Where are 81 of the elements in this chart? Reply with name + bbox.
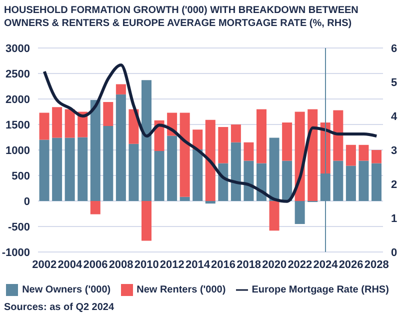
bar bbox=[52, 138, 62, 201]
bar bbox=[116, 94, 126, 201]
bar bbox=[90, 100, 100, 201]
bar bbox=[256, 109, 266, 164]
bar bbox=[192, 149, 203, 201]
bar bbox=[230, 142, 241, 201]
bar bbox=[192, 130, 203, 150]
y2-tick-label: 3 bbox=[391, 144, 398, 157]
y2-tick-label: 0 bbox=[391, 246, 398, 259]
bar bbox=[128, 144, 139, 201]
x-tick-label: 2020 bbox=[262, 258, 287, 271]
x-tick-label: 2024 bbox=[313, 258, 339, 271]
bar bbox=[64, 138, 75, 201]
x-tick-label: 2002 bbox=[32, 258, 57, 271]
x-tick-label: 2004 bbox=[58, 258, 84, 271]
bar bbox=[116, 84, 126, 94]
y-tick-label: -1000 bbox=[2, 246, 30, 259]
y-tick-label: 1500 bbox=[6, 119, 30, 132]
y-tick-label: 500 bbox=[12, 170, 30, 182]
bar bbox=[180, 196, 190, 201]
y-tick-label: 2500 bbox=[6, 68, 30, 80]
bar bbox=[372, 150, 382, 164]
y2-tick-label: 2 bbox=[391, 178, 398, 191]
bar bbox=[78, 137, 88, 201]
bar bbox=[244, 160, 254, 201]
bar bbox=[154, 151, 164, 201]
bar bbox=[358, 144, 369, 161]
bar bbox=[282, 160, 292, 201]
legend-label: Europe Mortgage Rate (RHS) bbox=[252, 284, 389, 296]
y2-tick-label: 1 bbox=[391, 212, 398, 225]
bar bbox=[90, 201, 100, 214]
bar bbox=[64, 109, 75, 138]
source-note: Sources: as of Q2 2024 bbox=[4, 302, 114, 313]
bar bbox=[333, 160, 344, 201]
bar bbox=[333, 110, 344, 161]
bar bbox=[282, 122, 292, 161]
x-tick-label: 2010 bbox=[134, 258, 159, 271]
bar bbox=[244, 142, 254, 161]
bar bbox=[39, 112, 50, 140]
x-tick-label: 2028 bbox=[364, 258, 389, 271]
x-tick-label: 2012 bbox=[160, 258, 184, 271]
y-tick-label: 1000 bbox=[6, 144, 30, 157]
bar bbox=[346, 144, 356, 166]
y-tick-label: -500 bbox=[8, 221, 30, 234]
y2-tick-label: 4 bbox=[391, 110, 398, 123]
bar bbox=[256, 163, 266, 201]
bar bbox=[294, 201, 305, 224]
x-tick-label: 2008 bbox=[108, 258, 134, 271]
bar bbox=[52, 107, 62, 138]
y2-tick-label: 6 bbox=[391, 42, 398, 55]
y-tick-label: 2000 bbox=[6, 94, 30, 106]
y2-tick-label: 5 bbox=[391, 76, 398, 89]
bar bbox=[103, 126, 114, 201]
bar bbox=[269, 201, 280, 231]
legend-label: New Owners ('000) bbox=[22, 284, 111, 296]
x-tick-label: 2006 bbox=[83, 258, 108, 271]
x-tick-label: 2014 bbox=[185, 258, 211, 271]
bar bbox=[346, 166, 356, 201]
y-tick-label: 3000 bbox=[6, 42, 30, 55]
x-tick-label: 2026 bbox=[338, 258, 364, 271]
y-tick-label: 0 bbox=[24, 196, 30, 208]
bar bbox=[308, 109, 318, 201]
bar bbox=[142, 201, 152, 241]
x-tick-label: 2022 bbox=[288, 258, 312, 271]
bar bbox=[180, 112, 190, 197]
bar bbox=[269, 138, 280, 201]
chart-title: HOUSEHOLD FORMATION GROWTH ('000) WITH BREAKDOWN BETWEEN OWNERS & RENTERS & EUROPE AVERAGE MORTGAGE RATE (%, RHS) bbox=[4, 4, 360, 30]
bar bbox=[205, 120, 216, 201]
x-tick-label: 2018 bbox=[236, 258, 262, 271]
bar bbox=[39, 140, 50, 201]
bar bbox=[167, 136, 178, 201]
legend-label: New Renters ('000) bbox=[136, 284, 226, 296]
bar bbox=[103, 102, 114, 126]
line-series bbox=[42, 64, 378, 203]
bar bbox=[372, 163, 382, 201]
bar bbox=[230, 124, 241, 142]
x-tick-label: 2016 bbox=[211, 258, 236, 271]
bar bbox=[358, 160, 369, 201]
bar bbox=[142, 80, 152, 201]
bar bbox=[218, 127, 228, 164]
bar bbox=[205, 201, 216, 204]
